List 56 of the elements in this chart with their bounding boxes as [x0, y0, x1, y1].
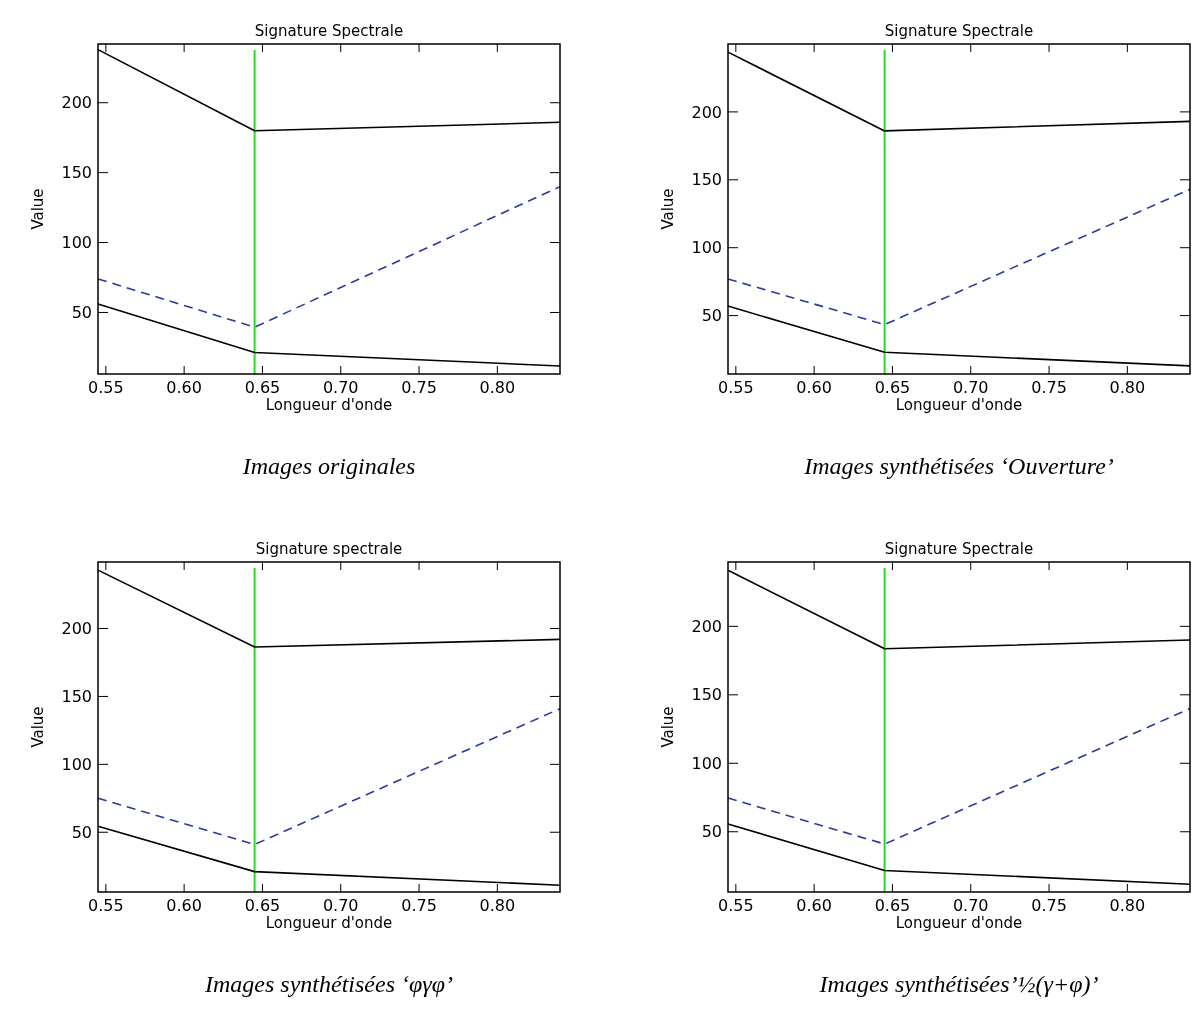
y-tick-label: 200 — [691, 616, 722, 636]
y-tick-label: 50 — [71, 822, 92, 842]
x-tick-label: 0.70 — [952, 378, 989, 397]
y-tick-label: 50 — [71, 303, 92, 323]
x-tick-label: 0.55 — [88, 896, 124, 915]
y-axis-title: Value — [659, 706, 677, 748]
x-tick-label: 0.70 — [322, 378, 359, 397]
x-tick-label: 0.80 — [479, 378, 516, 397]
chart-title: Signature Spectrale — [884, 540, 1034, 558]
x-axis-title: Longueur d'onde — [895, 396, 1023, 414]
y-tick-label: 200 — [61, 619, 92, 639]
x-tick-label: 0.75 — [1031, 378, 1067, 397]
x-tick-label: 0.80 — [1109, 378, 1146, 397]
y-tick-label: 100 — [691, 753, 722, 773]
x-tick-label: 0.70 — [322, 896, 359, 915]
chart-title: Signature Spectrale — [884, 22, 1034, 40]
x-tick-label: 0.75 — [401, 378, 437, 397]
y-axis-title: Value — [29, 706, 47, 748]
x-tick-label: 0.55 — [88, 378, 124, 397]
x-tick-label: 0.65 — [874, 896, 911, 915]
x-tick-label: 0.55 — [718, 378, 754, 397]
x-tick-label: 0.80 — [1109, 896, 1146, 915]
x-tick-label: 0.60 — [796, 378, 832, 397]
y-tick-label: 50 — [701, 822, 722, 842]
text: Images synthétisées ‘φγφ’ — [204, 971, 453, 997]
x-axis-title: Longueur d'onde — [895, 914, 1023, 932]
x-tick-label: 0.65 — [244, 378, 281, 397]
y-tick-label: 200 — [61, 93, 92, 113]
y-tick-label: 100 — [61, 233, 92, 253]
x-tick-label: 0.65 — [244, 896, 281, 915]
x-tick-label: 0.60 — [796, 896, 832, 915]
x-tick-label: 0.60 — [166, 896, 202, 915]
x-tick-label: 0.60 — [166, 378, 202, 397]
chart-title: Signature spectrale — [255, 540, 403, 558]
y-tick-label: 150 — [691, 685, 722, 705]
x-tick-label: 0.75 — [401, 896, 437, 915]
chart-title: Signature Spectrale — [254, 22, 404, 40]
y-tick-label: 200 — [691, 102, 722, 122]
x-axis-title: Longueur d'onde — [265, 914, 393, 932]
y-tick-label: 150 — [691, 170, 722, 190]
text: Images synthétisées ‘Ouverture’ — [803, 453, 1114, 479]
x-tick-label: 0.55 — [718, 896, 754, 915]
x-axis-title: Longueur d'onde — [265, 396, 393, 414]
y-axis-title: Value — [659, 188, 677, 230]
y-tick-label: 150 — [61, 163, 92, 183]
y-tick-label: 100 — [691, 238, 722, 258]
x-tick-label: 0.75 — [1031, 896, 1067, 915]
y-axis-title: Value — [29, 188, 47, 230]
text: Images synthétisées’½(γ+φ)’ — [818, 971, 1099, 997]
text: Images originales — [241, 453, 416, 479]
x-tick-label: 0.65 — [874, 378, 911, 397]
x-tick-label: 0.80 — [479, 896, 516, 915]
y-tick-label: 50 — [701, 306, 722, 326]
x-tick-label: 0.70 — [952, 896, 989, 915]
y-tick-label: 100 — [61, 754, 92, 774]
y-tick-label: 150 — [61, 687, 92, 707]
